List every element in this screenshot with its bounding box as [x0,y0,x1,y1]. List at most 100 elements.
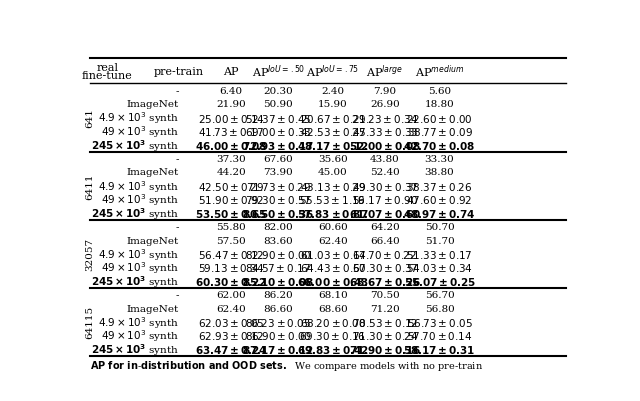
Text: $4.9 \times 10^3$ synth: $4.9 \times 10^3$ synth [98,314,179,330]
Text: -: - [176,290,179,299]
Text: $\mathbf{69.83 \pm 0.42}$: $\mathbf{69.83 \pm 0.42}$ [297,343,369,355]
Text: AP$^{IoU=.75}$: AP$^{IoU=.75}$ [307,63,360,80]
Text: $43.13 \pm 0.29$: $43.13 \pm 0.29$ [300,180,366,192]
Text: $59.13 \pm 0.34$: $59.13 \pm 0.34$ [198,262,264,273]
Text: -: - [176,87,179,95]
Text: 26.90: 26.90 [370,100,400,109]
Text: $\mathbf{63.47 \pm 0.24}$: $\mathbf{63.47 \pm 0.24}$ [195,343,268,355]
Text: 52.40: 52.40 [370,168,400,177]
Text: $\mathbf{245 \times 10^3}$ synth: $\mathbf{245 \times 10^3}$ synth [91,205,179,221]
Text: $\mathbf{55.07 \pm 0.25}$: $\mathbf{55.07 \pm 0.25}$ [404,275,476,287]
Text: 56.80: 56.80 [425,304,454,313]
Text: $\mathbf{68.67 \pm 0.26}$: $\mathbf{68.67 \pm 0.26}$ [349,275,421,287]
Text: fine-tune: fine-tune [82,71,132,81]
Text: $86.90 \pm 0.00$: $86.90 \pm 0.00$ [245,330,312,342]
Text: ImageNet: ImageNet [127,168,179,177]
Text: $71.73 \pm 0.29$: $71.73 \pm 0.29$ [246,180,311,192]
Text: $\mathbf{48.17 \pm 0.12}$: $\mathbf{48.17 \pm 0.12}$ [297,140,369,151]
Text: $68.20 \pm 0.08$: $68.20 \pm 0.08$ [300,316,366,328]
Text: 82.00: 82.00 [264,223,293,231]
Text: $51.90 \pm 0.92$: $51.90 \pm 0.92$ [198,194,264,206]
Text: 86.60: 86.60 [264,304,293,313]
Text: $42.53 \pm 0.25$: $42.53 \pm 0.25$ [300,126,366,138]
Text: $82.90 \pm 0.00$: $82.90 \pm 0.00$ [245,248,312,260]
Text: -: - [176,154,179,164]
Text: $\mathbf{245 \times 10^3}$ synth: $\mathbf{245 \times 10^3}$ synth [91,341,179,357]
Text: 64115: 64115 [85,306,95,338]
Text: 68.60: 68.60 [318,304,348,313]
Text: $\mathbf{245 \times 10^3}$ synth: $\mathbf{245 \times 10^3}$ synth [91,273,179,289]
Text: $71.30 \pm 0.24$: $71.30 \pm 0.24$ [352,330,418,342]
Text: $20.67 \pm 0.21$: $20.67 \pm 0.21$ [300,112,366,124]
Text: $4.9 \times 10^3$ synth: $4.9 \times 10^3$ synth [98,246,179,262]
Text: $84.57 \pm 0.17$: $84.57 \pm 0.17$ [245,262,312,273]
Text: AP$^{medium}$: AP$^{medium}$ [415,63,464,80]
Text: 64.20: 64.20 [370,223,400,231]
Text: 6411: 6411 [85,173,95,199]
Text: 56.70: 56.70 [425,290,454,299]
Text: 50.70: 50.70 [425,223,454,231]
Text: $25.00 \pm 0.14$: $25.00 \pm 0.14$ [198,112,265,124]
Text: 62.40: 62.40 [216,304,246,313]
Text: $56.47 \pm 0.12$: $56.47 \pm 0.12$ [198,248,264,260]
Text: ImageNet: ImageNet [127,100,179,109]
Text: $\mathbf{80.50 \pm 0.36}$: $\mathbf{80.50 \pm 0.36}$ [242,207,315,219]
Text: $62.03 \pm 0.05$: $62.03 \pm 0.05$ [198,316,264,328]
Text: $49 \times 10^3$ synth: $49 \times 10^3$ synth [101,260,179,275]
Text: $51.33 \pm 0.17$: $51.33 \pm 0.17$ [406,248,473,260]
Text: $41.73 \pm 0.17$: $41.73 \pm 0.17$ [198,126,264,138]
Text: $\mathbf{71.90 \pm 0.16}$: $\mathbf{71.90 \pm 0.16}$ [349,343,421,355]
Text: 70.50: 70.50 [370,290,400,299]
Text: $\mathbf{48.97 \pm 0.74}$: $\mathbf{48.97 \pm 0.74}$ [403,207,476,219]
Text: $67.30 \pm 0.37$: $67.30 \pm 0.37$ [352,262,419,273]
Text: 21.90: 21.90 [216,100,246,109]
Text: pre-train: pre-train [154,67,204,77]
Text: $54.03 \pm 0.34$: $54.03 \pm 0.34$ [406,262,473,273]
Text: $\mathbf{46.00 \pm 0.08}$: $\mathbf{46.00 \pm 0.08}$ [195,140,268,151]
Text: $\mathbf{57.83 \pm 0.87}$: $\mathbf{57.83 \pm 0.87}$ [297,207,369,219]
Text: 67.60: 67.60 [264,154,293,164]
Text: 62.40: 62.40 [318,236,348,245]
Text: $38.37 \pm 0.26$: $38.37 \pm 0.26$ [406,180,473,192]
Text: $55.53 \pm 1.16$: $55.53 \pm 1.16$ [300,194,367,206]
Text: $\mathbf{53.50 \pm 0.65}$: $\mathbf{53.50 \pm 0.65}$ [195,207,268,219]
Text: $70.53 \pm 0.12$: $70.53 \pm 0.12$ [352,316,419,328]
Text: 83.60: 83.60 [264,236,293,245]
Text: $4.9 \times 10^3$ synth: $4.9 \times 10^3$ synth [98,178,179,194]
Text: AP: AP [223,67,239,77]
Text: 35.60: 35.60 [318,154,348,164]
Text: 57.50: 57.50 [216,236,246,245]
Text: $69.30 \pm 0.16$: $69.30 \pm 0.16$ [300,330,367,342]
Text: 73.90: 73.90 [264,168,293,177]
Text: $38.77 \pm 0.09$: $38.77 \pm 0.09$ [406,126,472,138]
Text: $29.23 \pm 0.34$: $29.23 \pm 0.34$ [352,112,418,124]
Text: $49.30 \pm 0.37$: $49.30 \pm 0.37$ [352,180,419,192]
Text: $42.50 \pm 0.29$: $42.50 \pm 0.29$ [198,180,264,192]
Text: AP$^{IoU=.50}$: AP$^{IoU=.50}$ [252,63,305,80]
Text: 32057: 32057 [85,237,95,271]
Text: real: real [96,63,118,73]
Text: $\mathbf{245 \times 10^3}$ synth: $\mathbf{245 \times 10^3}$ synth [91,138,179,153]
Text: ImageNet: ImageNet [127,236,179,245]
Text: ImageNet: ImageNet [127,304,179,313]
Text: $\mathbf{72.93 \pm 0.17}$: $\mathbf{72.93 \pm 0.17}$ [242,140,315,151]
Text: $64.70 \pm 0.22$: $64.70 \pm 0.22$ [353,248,417,260]
Text: 45.00: 45.00 [318,168,348,177]
Text: 68.10: 68.10 [318,290,348,299]
Text: $49 \times 10^3$ synth: $49 \times 10^3$ synth [101,328,179,344]
Text: $79.30 \pm 0.57$: $79.30 \pm 0.57$ [245,194,312,206]
Text: 641: 641 [85,108,95,128]
Text: $\mathbf{60.30 \pm 0.22}$: $\mathbf{60.30 \pm 0.22}$ [195,275,267,287]
Text: $86.23 \pm 0.05$: $86.23 \pm 0.05$ [245,316,312,328]
Text: $52.37 \pm 0.45$: $52.37 \pm 0.45$ [245,112,312,124]
Text: 38.80: 38.80 [425,168,454,177]
Text: 60.60: 60.60 [318,223,348,231]
Text: $47.33 \pm 0.33$: $47.33 \pm 0.33$ [352,126,419,138]
Text: 62.00: 62.00 [216,290,246,299]
Text: $\mathbf{42.70 \pm 0.08}$: $\mathbf{42.70 \pm 0.08}$ [403,140,476,151]
Text: $49 \times 10^3$ synth: $49 \times 10^3$ synth [101,192,179,208]
Text: $59.17 \pm 0.90$: $59.17 \pm 0.90$ [352,194,418,206]
Text: -: - [176,223,179,231]
Text: 51.70: 51.70 [425,236,454,245]
Text: 7.90: 7.90 [374,87,397,95]
